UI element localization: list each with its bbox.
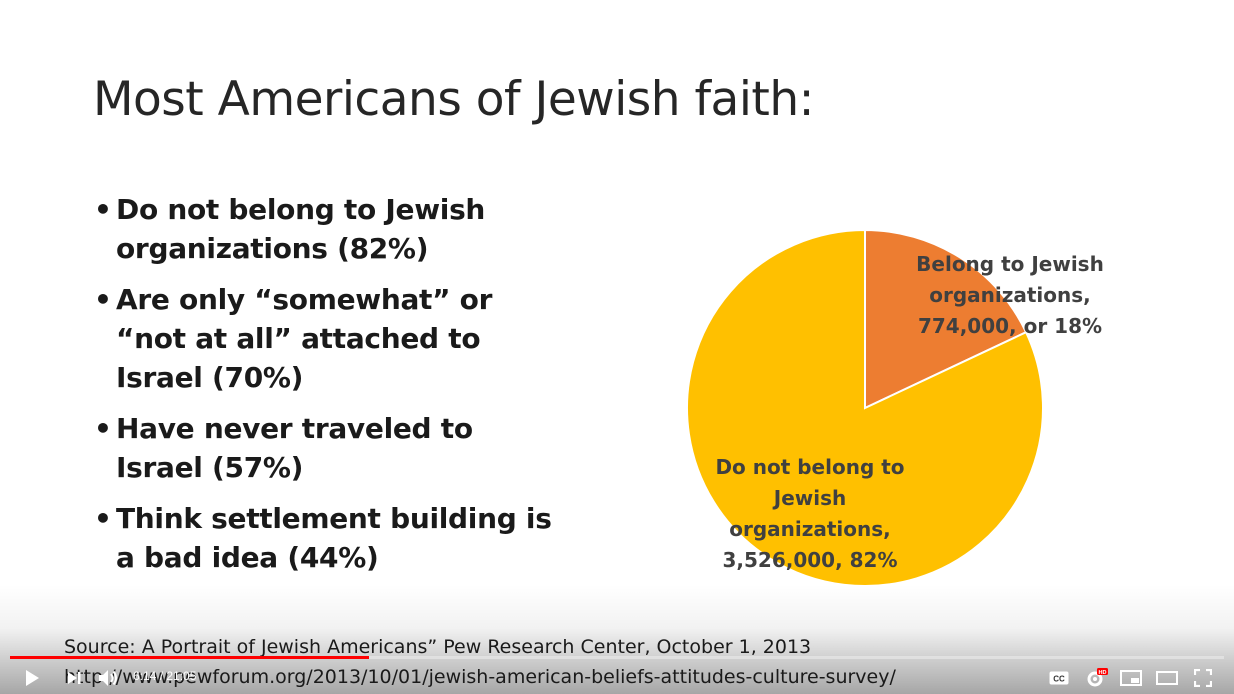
svg-text:CC: CC [1053,675,1065,684]
bullet-text: Have never traveled to Israel (57%) [116,412,473,484]
hd-badge: HD [1099,670,1107,676]
player-gradient [0,584,1234,694]
pie-label-line: Jewish [773,486,847,510]
next-button[interactable] [62,666,86,690]
bullet-icon: • [94,412,112,445]
captions-icon: CC [1049,671,1069,685]
settings-icon: HD [1087,668,1108,687]
bullet-item: • Think settlement building is a bad idea… [92,499,562,577]
pie-label-line: Belong to Jewish [916,252,1104,276]
bullet-text: Do not belong to Jewish organizations (8… [116,193,486,265]
pie-label-line: Do not belong to [715,455,905,479]
volume-icon [99,670,117,686]
pie-label-not-belong: Do not belong to Jewish organizations, 3… [700,452,920,576]
volume-button[interactable] [96,666,122,690]
theater-button[interactable] [1155,666,1179,690]
bullet-icon: • [94,193,112,226]
pie-slice-belong [864,228,1028,410]
fullscreen-button[interactable] [1191,666,1215,690]
source-url: http://www.pewforum.org/2013/10/01/jewis… [64,666,896,688]
bullet-text: Are only “somewhat” or “not at all” atta… [116,283,493,394]
pie-label-line: organizations, [729,517,891,541]
pie-label-line: organizations, [929,283,1091,307]
bullet-item: • Are only “somewhat” or “not at all” att… [92,280,562,397]
source-line: Source: A Portrait of Jewish Americans” … [64,636,812,658]
bullet-icon: • [94,283,112,316]
play-icon [26,670,39,686]
settings-button[interactable]: HD [1085,666,1109,690]
pie-label-line: 3,526,000, 82% [722,548,898,572]
pie-slice-not-belong [686,228,1044,587]
play-button[interactable] [20,666,44,690]
time-display: 6:14 / 21:05 [133,669,197,683]
source-citation: Source: A Portrait of Jewish Americans” … [64,632,896,692]
slide-title: Most Americans of Jewish faith: [93,72,814,127]
bullet-item: • Have never traveled to Israel (57%) [92,409,562,487]
player-controls: 6:14 / 21:05 CC HD [0,662,1234,694]
pie-label-belong: Belong to Jewish organizations, 774,000,… [905,249,1115,342]
pie-label-line: 774,000, or 18% [917,314,1103,338]
bullet-list: • Do not belong to Jewish organizations (… [92,190,562,589]
miniplayer-icon [1120,670,1142,686]
progress-played [10,656,370,659]
bullet-item: • Do not belong to Jewish organizations (… [92,190,562,268]
progress-bar[interactable] [10,656,1224,659]
bullet-icon: • [94,502,112,535]
theater-icon [1156,671,1178,685]
bullet-text: Think settlement building is a bad idea … [116,502,552,574]
fullscreen-icon [1194,669,1212,687]
pie-chart [686,228,1044,587]
next-icon [68,672,81,684]
miniplayer-button[interactable] [1119,666,1143,690]
captions-button[interactable]: CC [1048,666,1070,690]
